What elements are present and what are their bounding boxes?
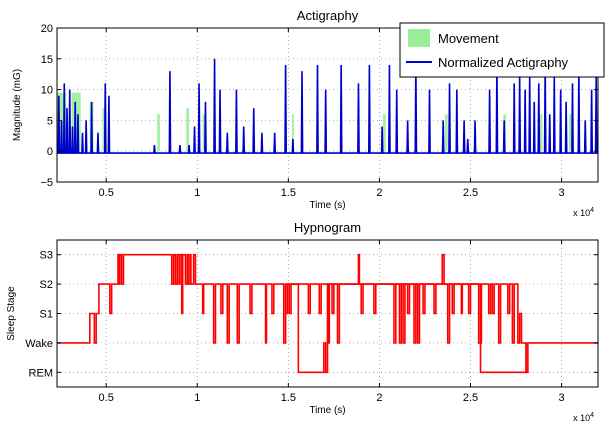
hypnogram-line <box>57 253 598 374</box>
x-tick-label: 1 <box>194 187 200 199</box>
x-tick-label: 3 <box>559 392 565 404</box>
legend-swatch-movement <box>408 29 430 47</box>
hypnogram-rem-segment <box>286 283 527 374</box>
x-tick-label: 1.5 <box>281 187 296 199</box>
x-tick-label: 2 <box>376 392 382 404</box>
axes-frame <box>56 27 599 183</box>
y-tick-label: REM <box>29 367 53 379</box>
exponent-power: 4 <box>590 412 594 419</box>
legend-label: Normalized Actigraphy <box>438 55 569 70</box>
y-tick-label: −5 <box>40 177 53 189</box>
x-tick-label: 0.5 <box>99 392 114 404</box>
x-tick-label: 0.5 <box>99 187 114 199</box>
y-tick-label: Wake <box>25 338 53 350</box>
exponent-base: x 10 <box>573 413 590 423</box>
x-axis-exponent: x 104 <box>573 207 594 218</box>
y-tick-label: 5 <box>47 115 53 127</box>
hypnogram-panel: 0.5 1 1.5 2 2.5 3 REM Wake S1 S2 S3 Hypnogram Time (… <box>6 220 599 423</box>
movement-area <box>186 108 190 152</box>
actigraphy-panel: 0.5 1 1.5 2 2.5 3 −5 0 5 10 15 20 Actigraphy Time (s)… <box>12 8 605 218</box>
movement-area <box>383 114 386 152</box>
legend-box <box>399 22 605 78</box>
plot-content <box>57 58 598 154</box>
legend-label: Movement <box>438 31 499 46</box>
movement-area <box>539 114 543 152</box>
x-tick-label: 1.5 <box>281 392 296 404</box>
x-axis-exponent: x 104 <box>573 412 594 423</box>
chart-title: Hypnogram <box>294 220 361 235</box>
movement-area <box>157 114 160 152</box>
movement-area <box>568 114 572 152</box>
y-tick-label: S2 <box>40 279 53 291</box>
legend: Movement Normalized Actigraphy <box>399 22 605 78</box>
x-axis-label: Time (s) <box>309 405 345 416</box>
y-axis-label: Magnitude (mG) <box>12 69 23 141</box>
x-tick-label: 1 <box>194 392 200 404</box>
y-axis-label: Sleep Stage <box>6 286 17 341</box>
y-tick-label: 20 <box>41 23 53 35</box>
y-tick-label: 15 <box>41 54 53 66</box>
x-axis-label: Time (s) <box>309 200 345 211</box>
y-tick-label: 10 <box>41 85 53 97</box>
x-tick-label: 2.5 <box>463 392 478 404</box>
y-tick-label: S1 <box>40 309 53 321</box>
x-tick-label: 2.5 <box>463 187 478 199</box>
y-tick-label: S3 <box>40 250 53 262</box>
movement-area <box>444 114 448 152</box>
y-tick-label: 0 <box>47 146 53 158</box>
exponent-base: x 10 <box>573 208 590 218</box>
exponent-power: 4 <box>590 207 594 214</box>
chart-title: Actigraphy <box>297 8 359 23</box>
plot-content <box>57 253 598 374</box>
x-tick-label: 2 <box>376 187 382 199</box>
movement-area <box>291 114 294 152</box>
actigraphy-line <box>57 58 598 154</box>
movement-area <box>202 114 206 152</box>
x-tick-label: 3 <box>559 187 565 199</box>
